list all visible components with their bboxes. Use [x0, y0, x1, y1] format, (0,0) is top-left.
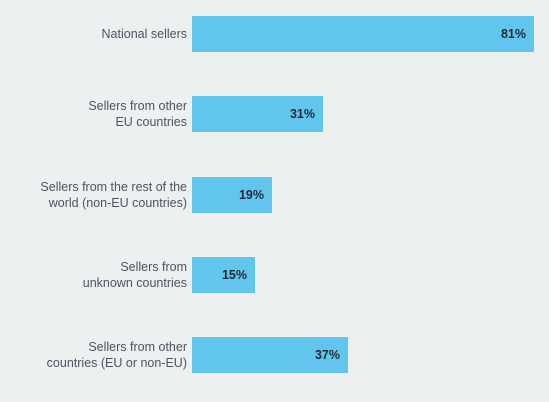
bar-value-label: 37% — [314, 348, 340, 362]
bar-value-label: 19% — [238, 188, 264, 202]
bar-value-label: 15% — [221, 268, 247, 282]
category-label: Sellers from other EU countries — [88, 99, 187, 129]
bar: 15% — [192, 257, 255, 293]
bar-value-label: 31% — [289, 107, 315, 121]
category-label: Sellers from other countries (EU or non-… — [46, 340, 187, 370]
category-label: National sellers — [101, 27, 187, 41]
category-label: Sellers from unknown countries — [82, 260, 187, 290]
category-label: Sellers from the rest of the world (non-… — [40, 180, 187, 210]
bar: 37% — [192, 337, 348, 373]
bar: 31% — [192, 96, 323, 132]
bar: 19% — [192, 177, 272, 213]
bar-value-label: 81% — [500, 27, 526, 41]
bar: 81% — [192, 16, 534, 52]
